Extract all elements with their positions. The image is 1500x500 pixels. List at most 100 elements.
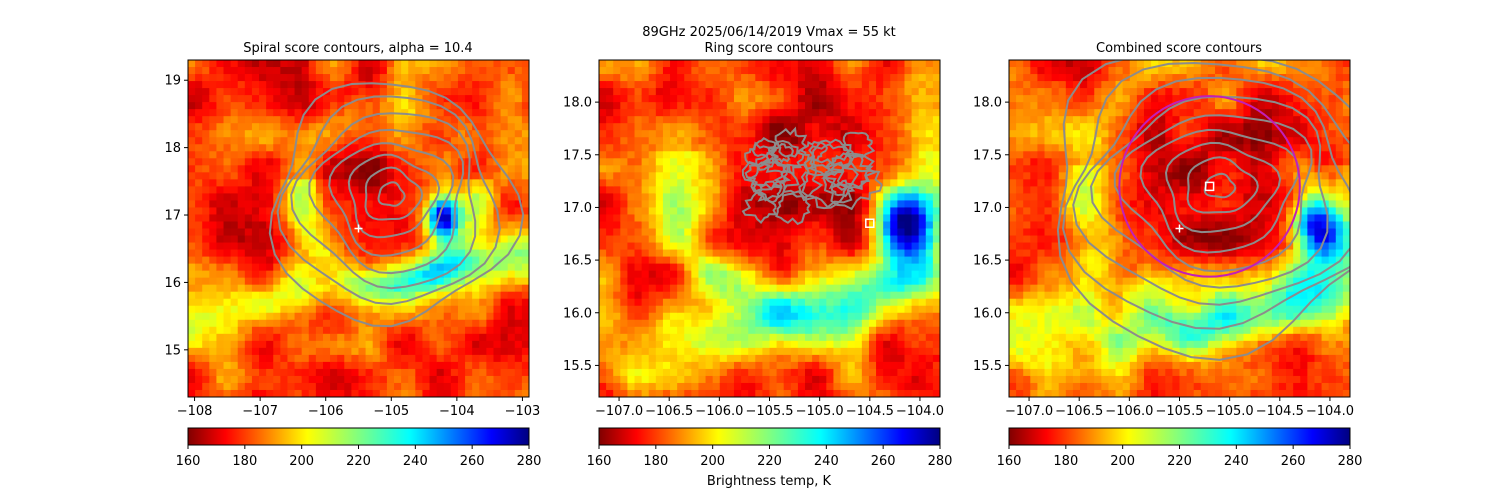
heatmap-cell [251, 207, 260, 216]
heatmap-cell [648, 172, 657, 180]
heatmap-cell [606, 326, 614, 335]
heatmap-cell [670, 221, 678, 230]
heatmap-cell [337, 179, 345, 187]
heatmap-cell [918, 88, 927, 96]
heatmap-cell [1023, 95, 1031, 103]
heatmap-cell [365, 158, 374, 166]
heatmap-cell [315, 361, 324, 370]
heatmap-cell [244, 158, 253, 166]
heatmap-cell [1023, 375, 1031, 384]
heatmap-cell [677, 263, 685, 272]
heatmap-cell [755, 88, 763, 96]
heatmap-cell [450, 74, 459, 82]
heatmap-cell [1009, 179, 1017, 187]
heatmap-cell [237, 249, 246, 258]
heatmap-cell [805, 95, 813, 103]
heatmap-cell [762, 256, 771, 265]
heatmap-cell [379, 214, 388, 223]
heatmap-cell [330, 228, 338, 237]
heatmap-cell [599, 137, 607, 145]
heatmap-cell [662, 277, 671, 286]
heatmap-cell [344, 200, 352, 209]
heatmap-cell [465, 242, 473, 251]
heatmap-cell [394, 74, 402, 82]
heatmap-cell [401, 158, 409, 166]
heatmap-cell [826, 326, 835, 335]
heatmap-cell [606, 81, 614, 89]
heatmap-cell [755, 200, 763, 209]
heatmap-cell [493, 81, 502, 89]
heatmap-cell [493, 270, 502, 279]
heatmap-cell [918, 67, 927, 75]
heatmap-cell [216, 165, 225, 173]
heatmap-cell [812, 207, 820, 216]
heatmap-cell [401, 214, 409, 223]
heatmap-cell [748, 109, 756, 117]
heatmap-cell [266, 263, 274, 272]
heatmap-cell [805, 242, 813, 251]
heatmap-cell [705, 186, 714, 194]
heatmap-cell [741, 95, 749, 103]
heatmap-cell [868, 354, 877, 363]
heatmap-cell [712, 102, 721, 110]
heatmap-cell [826, 270, 835, 279]
heatmap-cell [244, 277, 253, 286]
x-tick-label: −105 [373, 404, 409, 419]
heatmap-cell [280, 123, 289, 131]
heatmap-cell [322, 319, 331, 328]
heatmap-cell [1016, 193, 1024, 202]
heatmap-cell [641, 235, 650, 244]
heatmap-cell [280, 214, 289, 223]
heatmap-cell [287, 158, 296, 166]
heatmap-cell [904, 361, 913, 370]
heatmap-cell [826, 123, 835, 131]
heatmap-cell [748, 228, 756, 237]
heatmap-cell [322, 347, 331, 356]
heatmap-cell [1009, 354, 1017, 363]
heatmap-cell [911, 389, 920, 397]
heatmap-cell [244, 382, 253, 391]
heatmap-cell [1009, 249, 1017, 258]
heatmap-cell [443, 256, 452, 265]
heatmap-cell [337, 214, 345, 223]
heatmap-cell [1044, 354, 1053, 363]
heatmap-cell [386, 144, 395, 152]
heatmap-cell [1044, 326, 1053, 335]
heatmap-cell [358, 333, 367, 342]
heatmap-cell [202, 172, 210, 180]
heatmap-cell [251, 368, 260, 377]
heatmap-cell [861, 109, 870, 117]
heatmap-cell [662, 340, 671, 349]
heatmap-cell [195, 235, 203, 244]
heatmap-cell [797, 319, 806, 328]
heatmap-cell [493, 165, 502, 173]
heatmap-cell [209, 88, 218, 96]
heatmap-cell [748, 137, 756, 145]
heatmap-cell [698, 291, 707, 300]
heatmap-cell [599, 67, 607, 75]
heatmap-cell [648, 200, 657, 209]
heatmap-cell [911, 88, 920, 96]
heatmap-cell [436, 144, 445, 152]
heatmap-cell [195, 123, 203, 131]
heatmap-cell [918, 263, 927, 272]
heatmap-cell [507, 284, 516, 293]
heatmap-cell [861, 382, 870, 391]
heatmap-cell [876, 165, 884, 173]
heatmap-cell [684, 81, 692, 89]
heatmap-cell [662, 291, 671, 300]
heatmap-cell [251, 172, 260, 180]
heatmap-cell [422, 193, 431, 202]
heatmap-cell [507, 354, 516, 363]
heatmap-cell [861, 123, 870, 131]
heatmap-cell [805, 137, 813, 145]
heatmap-cell [202, 158, 210, 166]
heatmap-cell [1044, 130, 1053, 138]
heatmap-cell [422, 200, 431, 209]
heatmap-cell [805, 158, 813, 166]
heatmap-cell [677, 249, 685, 258]
heatmap-cell [372, 81, 381, 89]
heatmap-cell [294, 130, 303, 138]
heatmap-cell [294, 305, 303, 314]
heatmap-cell [472, 81, 480, 89]
